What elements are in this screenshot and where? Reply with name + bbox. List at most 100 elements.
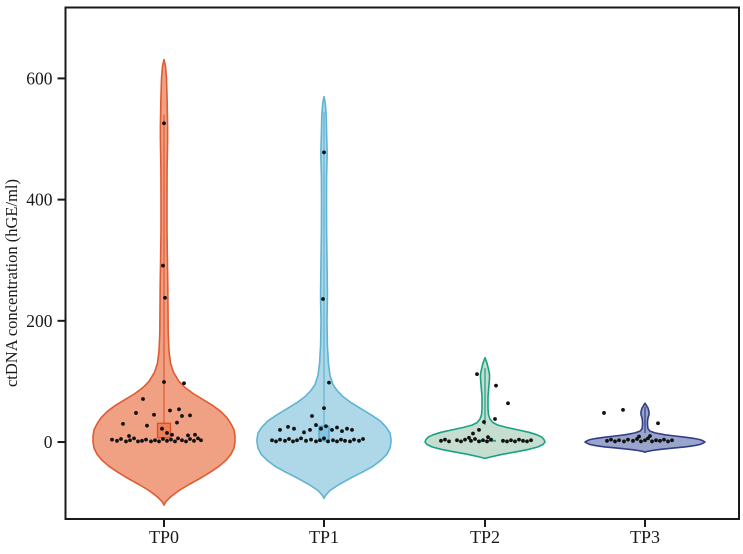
data-point-tp1 [318,438,322,443]
data-point-tp3 [605,438,609,443]
data-point-tp3 [643,438,647,443]
data-point-tp1 [322,150,326,155]
data-point-tp1 [348,439,352,444]
data-point-tp2 [529,438,533,443]
data-point-tp3 [609,437,613,442]
data-point-tp0 [134,411,138,415]
data-point-tp0 [110,437,114,442]
data-point-tp1 [321,297,325,301]
data-point-tp2 [489,437,493,442]
data-point-tp0 [161,437,165,441]
data-point-tp2 [501,438,505,443]
data-point-tp3 [666,439,670,444]
data-point-tp3 [622,439,626,444]
data-point-tp1 [292,426,296,431]
data-point-tp1 [335,439,339,444]
data-point-tp1 [327,380,331,385]
y-tick-label: 0 [44,432,53,452]
data-point-tp1 [286,424,290,429]
data-point-tp0 [165,438,169,443]
data-point-tp0 [199,438,203,443]
x-tick-label-tp2: TP2 [470,527,500,547]
data-point-tp0 [184,439,188,444]
data-point-tp0 [177,407,181,412]
data-point-tp3 [617,438,621,443]
y-tick-label: 400 [26,190,53,210]
data-point-tp3 [621,408,625,412]
data-point-tp1 [335,425,339,430]
data-point-tp1 [278,428,282,432]
data-point-tp2 [521,438,525,443]
data-point-tp1 [357,438,361,443]
data-point-tp3 [654,438,658,443]
data-point-tp0 [127,434,131,438]
data-point-tp3 [670,438,674,443]
data-point-tp0 [180,414,184,418]
iqr-box-tp0 [156,422,172,439]
data-point-tp0 [180,438,184,443]
x-tick-label-tp1: TP1 [309,527,339,547]
data-point-tp3 [639,439,643,444]
data-point-tp2 [481,438,485,443]
data-point-tp0 [128,438,132,443]
data-point-tp2 [459,439,463,444]
x-tick-label-tp0: TP0 [149,527,179,547]
data-point-tp2 [505,439,509,444]
data-point-tp1 [350,428,354,432]
data-point-tp0 [121,421,125,426]
data-point-tp1 [310,414,314,418]
data-point-tp1 [291,439,295,444]
data-point-tp3 [635,437,639,441]
data-point-tp2 [477,439,481,444]
data-point-tp2 [513,439,517,444]
data-point-tp1 [322,406,326,410]
data-point-tp0 [175,420,179,425]
data-point-tp0 [169,437,173,442]
data-point-tp1 [274,439,278,444]
data-point-tp1 [340,429,344,434]
data-point-tp1 [343,438,347,443]
data-point-tp1 [295,438,299,443]
data-point-tp3 [646,436,650,441]
data-point-tp2 [482,420,486,424]
data-point-tp1 [299,436,303,441]
data-point-tp0 [173,439,177,444]
data-point-tp0 [176,436,180,441]
data-point-tp0 [168,408,172,413]
data-point-tp2 [471,431,475,436]
data-point-tp2 [486,435,490,440]
data-point-tp0 [161,263,165,268]
data-point-tp0 [132,436,136,441]
data-point-tp1 [319,426,323,431]
data-point-tp0 [162,380,166,384]
x-tick-label-tp3: TP3 [630,527,660,547]
data-point-tp2 [455,438,459,443]
data-point-tp2 [509,438,513,443]
data-point-tp0 [188,437,192,441]
data-point-tp1 [309,437,313,442]
data-point-tp1 [324,424,328,429]
data-point-tp3 [602,411,606,415]
data-point-tp2 [469,438,473,443]
data-point-tp1 [352,437,356,442]
data-point-tp0 [188,413,192,418]
data-point-tp1 [287,437,291,441]
data-point-tp2 [493,417,497,421]
data-point-tp1 [314,423,318,427]
data-point-tp0 [186,433,190,438]
data-point-tp3 [662,437,666,442]
data-point-tp1 [283,438,287,443]
data-point-tp2 [517,437,521,442]
data-point-tp1 [302,430,306,435]
data-point-tp2 [467,435,471,440]
data-point-tp2 [447,439,451,444]
data-point-tp1 [361,437,365,441]
data-point-tp1 [278,437,282,442]
data-point-tp2 [485,439,489,444]
data-point-tp0 [149,439,153,444]
data-point-tp1 [345,426,349,431]
data-point-tp1 [304,438,308,443]
data-point-tp2 [525,439,529,444]
